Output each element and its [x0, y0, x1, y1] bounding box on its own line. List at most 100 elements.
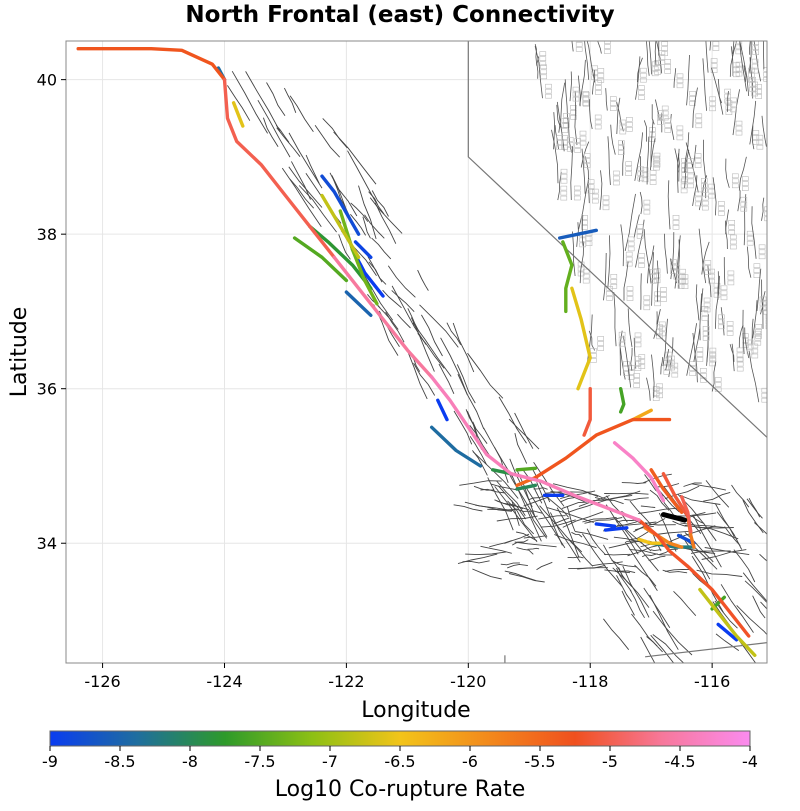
- background-fault-trace: [717, 271, 719, 300]
- background-rupture-box: [540, 74, 548, 80]
- background-fault-trace: [586, 41, 596, 83]
- fault-segment: [570, 286, 592, 391]
- fault-segment: [320, 193, 361, 259]
- background-fault-trace: [739, 41, 747, 92]
- background-fault-trace: [616, 97, 621, 135]
- background-rupture-box: [597, 341, 605, 346]
- background-rupture-box: [661, 46, 669, 51]
- background-fault-trace: [651, 252, 654, 306]
- colorbar: -9 -8.5 -8 -7.5 -7 -6.5 -6 -5.5 -5 -4.5 -4 Log10 C…: [42, 730, 758, 802]
- background-rupture-box: [656, 393, 664, 399]
- y-tick-label: 40: [37, 71, 57, 90]
- y-tick-label: 38: [37, 225, 57, 244]
- background-fault-trace: [377, 305, 399, 330]
- background-rupture-box: [681, 279, 689, 285]
- background-rupture-box: [654, 65, 661, 70]
- background-rupture-box: [581, 225, 588, 230]
- background-rupture-box: [638, 253, 645, 258]
- background-fault-trace: [545, 495, 569, 518]
- background-rupture-box: [613, 175, 620, 181]
- background-fault-trace: [761, 115, 767, 147]
- fault-segment: [716, 622, 739, 642]
- background-fault-trace: [333, 179, 346, 208]
- background-rupture-box: [560, 190, 568, 196]
- background-fault-trace: [568, 502, 598, 513]
- background-fault-trace: [731, 343, 735, 372]
- background-fault-trace: [289, 178, 315, 209]
- x-tick-label: -122: [328, 672, 364, 691]
- background-fault-trace: [331, 175, 358, 217]
- background-fault-trace: [514, 412, 534, 449]
- background-fault-trace: [603, 553, 631, 556]
- background-fault-trace: [684, 150, 690, 188]
- background-rupture-box: [574, 143, 581, 148]
- background-fault-trace: [473, 485, 495, 491]
- background-fault-trace: [592, 494, 633, 502]
- background-rupture-box: [617, 150, 625, 155]
- background-rupture-box: [753, 268, 761, 274]
- background-fault-trace: [665, 349, 670, 371]
- background-rupture-box: [720, 290, 728, 296]
- background-fault-trace: [350, 202, 369, 222]
- fault-segments: [76, 47, 757, 657]
- background-rupture-box: [701, 200, 709, 206]
- background-fault-trace: [262, 117, 279, 148]
- background-fault-trace: [446, 322, 462, 346]
- background-rupture-box: [676, 78, 684, 84]
- background-rupture-box: [718, 211, 725, 216]
- background-fault-trace: [412, 322, 452, 377]
- background-rupture-box: [594, 124, 602, 130]
- background-fault-trace: [670, 113, 675, 140]
- background-fault-trace: [705, 41, 709, 73]
- y-tick-label: 36: [37, 380, 57, 399]
- x-tick-label: -124: [206, 672, 242, 691]
- background-rupture-box: [633, 373, 641, 378]
- background-fault-trace: [643, 587, 671, 628]
- background-fault-trace: [686, 323, 697, 376]
- background-fault-trace: [536, 561, 553, 571]
- background-fault-trace: [643, 120, 647, 142]
- background-fault-trace: [556, 104, 561, 128]
- background-fault-trace: [314, 125, 341, 158]
- background-rupture-box: [730, 102, 737, 108]
- background-fault-trace: [571, 41, 574, 52]
- background-rupture-box: [643, 305, 651, 311]
- fault-segment: [76, 47, 227, 82]
- background-fault-trace: [539, 505, 583, 553]
- background-fault-trace: [553, 112, 556, 150]
- fault-segment: [558, 228, 598, 240]
- background-rupture-box: [741, 343, 749, 348]
- background-rupture-box: [751, 86, 759, 92]
- background-fault-trace: [746, 246, 752, 278]
- background-fault-trace: [588, 330, 596, 351]
- background-rupture-box: [574, 138, 581, 143]
- background-fault-trace: [538, 515, 566, 520]
- background-rupture-box: [740, 201, 748, 207]
- background-fault-trace: [456, 364, 476, 404]
- background-rupture-box: [746, 235, 754, 241]
- background-rupture-box: [617, 140, 625, 145]
- background-fault-trace: [581, 148, 586, 194]
- background-fault-trace: [622, 140, 625, 176]
- background-rupture-box: [643, 204, 651, 210]
- background-fault-trace: [709, 41, 712, 51]
- background-fault-trace: [516, 547, 534, 555]
- background-rupture-box: [704, 260, 712, 265]
- background-rupture-box: [689, 101, 696, 106]
- background-rupture-box: [663, 370, 671, 375]
- background-rupture-box: [759, 306, 767, 312]
- y-axis-ticks: 34 36 38 40: [37, 71, 66, 553]
- fault-segment: [292, 236, 349, 283]
- background-rupture-box: [704, 270, 712, 275]
- background-fault-trace: [578, 495, 610, 507]
- background-fault-trace: [720, 584, 754, 633]
- background-rupture-box: [660, 297, 667, 302]
- background-fault-trace: [589, 99, 593, 130]
- background-rupture-box: [749, 87, 756, 92]
- fault-segment: [533, 417, 672, 480]
- background-fault-trace: [515, 508, 543, 514]
- background-rupture-box: [763, 304, 767, 310]
- background-fault-trace: [692, 514, 722, 568]
- background-rupture-box: [731, 173, 739, 179]
- background-rupture-box: [735, 125, 743, 131]
